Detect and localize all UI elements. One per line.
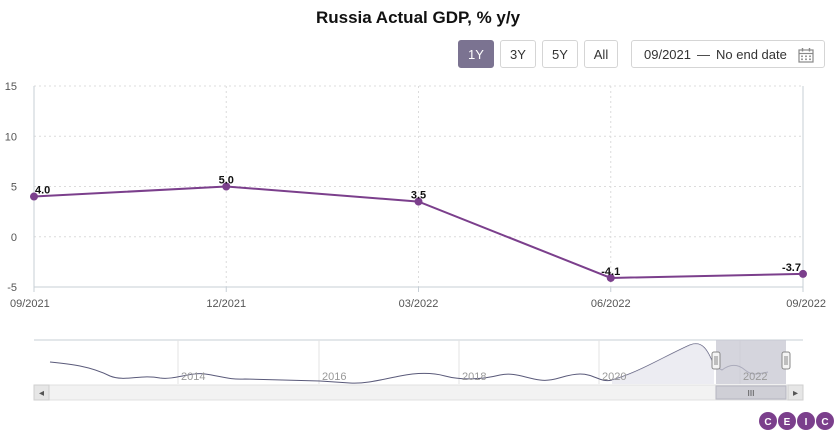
scroll-right-button[interactable] [787,384,804,401]
scroll-right-arrow-icon: ▸ [793,388,798,399]
data-point[interactable] [606,273,615,282]
range-button-all[interactable]: All [584,40,618,68]
date-range-picker[interactable]: 09/2021 — No end date [631,40,825,68]
y-tick-label: 10 [5,131,17,143]
range-button-1y[interactable]: 1Y [458,40,494,68]
y-tick-label: 0 [11,232,17,244]
navigator-year-label: 2016 [322,371,346,383]
logo-letter: I [805,417,808,428]
range-button-3y[interactable]: 3Y [500,40,536,68]
data-labels: 4.0 5.0 3.5 -4.1 -3.7 [35,175,801,278]
x-tick-label: 12/2021 [206,298,246,310]
navigator-year-label: 2018 [462,371,486,383]
x-tick-label: 09/2021 [10,298,50,310]
calendar-icon[interactable] [798,47,814,63]
scrollbar[interactable]: ◂ ▸ III [33,384,804,401]
logo-circle [759,412,777,430]
logo-circle [797,412,815,430]
chart-title: Russia Actual GDP, % y/y [315,8,521,27]
scrollbar-thumb[interactable] [715,385,787,400]
navigator-area [612,343,714,384]
date-range-end: No end date [716,46,787,62]
navigator-year-label: 2022 [743,371,767,383]
date-range-separator: — [697,46,710,62]
data-label: -3.7 [782,262,801,274]
data-label: 4.0 [35,185,50,197]
navigator-selected-range[interactable] [716,340,786,384]
x-tick-label: 03/2022 [399,298,439,310]
scrollbar-track[interactable] [33,384,804,401]
x-tick-label: 06/2022 [591,298,631,310]
logo-letter: C [764,417,771,428]
navigator-year-labels: 2014 2016 2018 2020 2022 [181,371,767,383]
y-tick-labels: 15 10 5 0 -5 [5,81,17,294]
logo-letter: E [784,417,791,428]
data-point[interactable] [414,197,423,206]
data-label: 5.0 [219,175,234,187]
scrollbar-grip-icon: III [748,389,755,398]
data-label: 3.5 [411,190,426,202]
x-tick-label: 09/2022 [786,298,826,310]
data-point[interactable] [799,269,807,278]
data-point[interactable] [222,182,231,191]
logo-circle [816,412,834,430]
logo-circle [778,412,796,430]
data-label: -4.1 [601,266,620,278]
date-range-start: 09/2021 [644,46,691,62]
navigator-left-handle[interactable] [711,351,721,370]
scroll-left-arrow-icon: ◂ [39,388,44,399]
scroll-left-button[interactable] [33,384,50,401]
y-tick-label: 15 [5,81,17,93]
grid-layer [34,85,803,287]
logo-letter: C [821,417,828,428]
range-button-5y[interactable]: 5Y [542,40,578,68]
navigator-year-label: 2014 [181,371,205,383]
navigator[interactable]: 2014 2016 2018 2020 2022 [34,339,803,384]
data-point[interactable] [30,192,38,201]
x-tick-labels: 09/2021 12/2021 03/2022 06/2022 09/2022 [10,287,826,310]
navigator-right-handle[interactable] [781,351,791,370]
data-points [30,182,807,282]
y-tick-label: -5 [7,282,17,294]
y-tick-label: 5 [11,182,17,194]
ceic-logo: C E I C [759,412,834,430]
navigator-year-label: 2020 [602,371,626,383]
